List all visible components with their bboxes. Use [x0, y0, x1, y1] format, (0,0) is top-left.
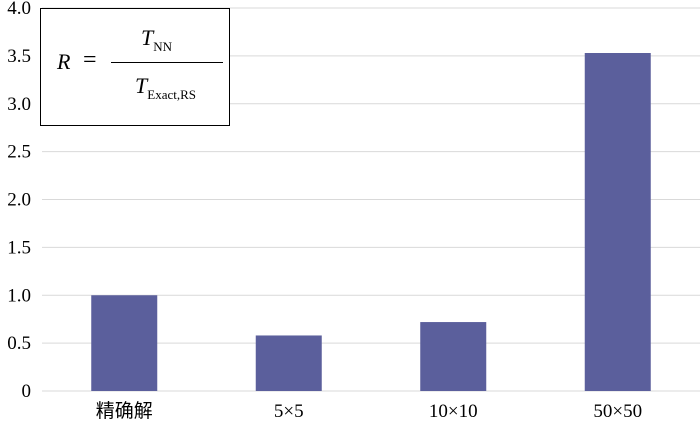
- y-tick-label: 3.5: [7, 46, 31, 67]
- formula-lhs: R: [57, 49, 71, 74]
- y-tick-label: 4.0: [7, 0, 31, 19]
- formula-equals: =: [83, 47, 97, 73]
- y-tick-label: 1.0: [7, 285, 31, 306]
- bars: [91, 53, 651, 391]
- formula-denominator: TExact,RS: [135, 73, 196, 102]
- y-tick-label: 3.0: [7, 94, 31, 115]
- y-tick-label: 2.0: [7, 190, 31, 211]
- y-tick-label: 1.5: [7, 237, 31, 258]
- bar: [91, 295, 158, 391]
- bar: [584, 53, 651, 391]
- bar: [255, 335, 322, 391]
- denominator-subscript: Exact,RS: [147, 87, 196, 102]
- x-category-label: 精确解: [96, 400, 153, 421]
- formula-numerator: TNN: [141, 25, 173, 54]
- formula-annotation: R = TNN TExact,RS: [40, 8, 230, 126]
- x-category-label: 50×50: [593, 401, 642, 421]
- x-category-label: 10×10: [429, 401, 478, 421]
- y-axis-tick-labels: 0 0.5 1.0 1.5 2.0 2.5 3.0 3.5 4.0: [7, 0, 31, 402]
- y-tick-label: 0.5: [7, 333, 31, 354]
- y-tick-label: 2.5: [7, 142, 31, 163]
- y-tick-label: 0: [22, 381, 32, 402]
- fraction-bar: [111, 62, 223, 63]
- bar: [420, 322, 487, 391]
- x-axis-category-labels: 精确解 5×5 10×10 50×50: [96, 400, 642, 421]
- x-category-label: 5×5: [274, 401, 304, 421]
- numerator-subscript: NN: [153, 39, 173, 54]
